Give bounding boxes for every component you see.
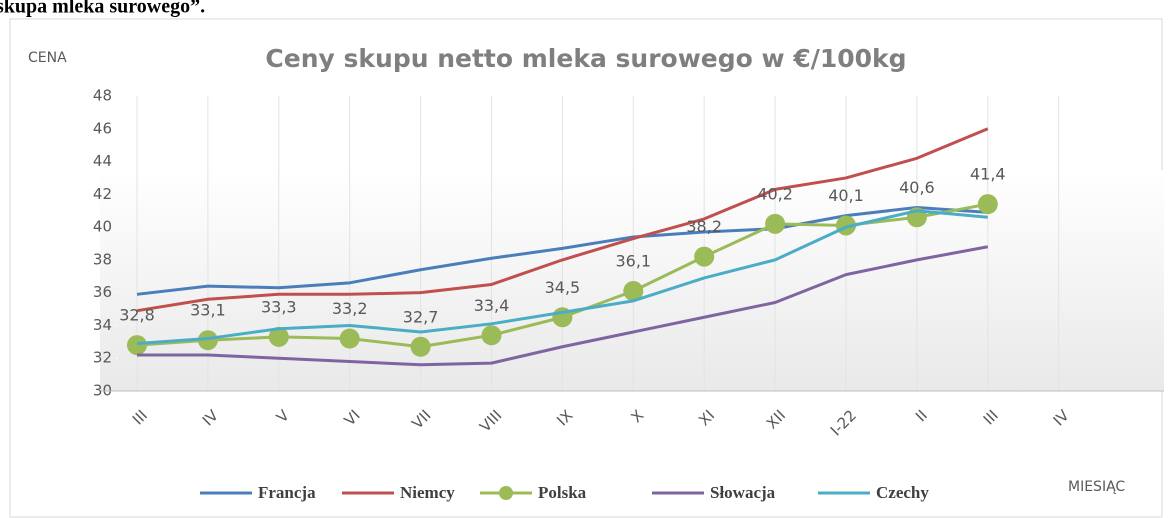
point-marker	[410, 336, 431, 357]
x-tick-label: VI	[341, 406, 364, 429]
y-tick-label: 48	[93, 87, 112, 105]
data-label: 38,2	[686, 217, 722, 236]
point-marker	[623, 281, 644, 302]
series-line	[136, 209, 988, 345]
data-label: 33,3	[261, 297, 297, 316]
x-tick-label: II	[912, 406, 931, 425]
y-axis-label: CENA	[28, 50, 67, 66]
data-label: 34,5	[545, 278, 581, 297]
point-marker	[977, 194, 998, 215]
data-label: 32,7	[403, 307, 439, 326]
data-label: 40,1	[828, 186, 864, 205]
series-line	[137, 245, 989, 367]
legend-marker	[499, 486, 513, 500]
point-marker	[694, 246, 715, 267]
data-label: 36,1	[615, 252, 651, 271]
x-tick-label: IV	[199, 406, 223, 430]
data-label: 33,4	[474, 296, 510, 315]
y-tick-label: 32	[93, 349, 112, 367]
x-tick-label: VII	[408, 406, 434, 432]
legend-label: Słowacja	[710, 483, 776, 502]
point-marker	[197, 330, 218, 351]
data-label: 32,8	[119, 306, 155, 325]
header: skupa mleka surowego”.	[0, 0, 205, 18]
x-tick-label: III	[980, 406, 1002, 428]
data-label: 33,1	[190, 301, 226, 320]
legend-label: Czechy	[876, 483, 929, 502]
data-label: 33,2	[332, 299, 368, 318]
x-tick-label: IX	[553, 406, 576, 429]
series-line	[136, 127, 989, 313]
point-marker	[127, 335, 147, 356]
point-marker	[268, 326, 289, 347]
point-marker	[339, 328, 360, 349]
data-label: 40,2	[757, 184, 793, 203]
y-tick-label: 44	[93, 152, 112, 170]
y-tick-label: 34	[93, 316, 112, 334]
x-tick-label: XI	[695, 406, 718, 429]
y-tick-label: 38	[93, 250, 112, 268]
y-tick-label: 42	[93, 185, 112, 203]
data-label: 41,4	[970, 165, 1006, 184]
chart-title: Ceny skupu netto mleka surowego w €/100k…	[265, 44, 906, 73]
x-tick-label: III	[129, 406, 151, 428]
x-tick-label: XII	[763, 406, 789, 432]
x-tick-label: V	[273, 406, 294, 427]
data-label: 40,6	[899, 178, 935, 197]
y-tick-label: 40	[93, 218, 112, 236]
x-tick-label: VIII	[476, 406, 505, 435]
x-tick-label: IV	[1050, 406, 1074, 430]
x-axis-label: MIESIĄC	[1068, 479, 1125, 495]
x-tick-label: I-22	[827, 406, 860, 439]
x-tick-label: X	[627, 406, 647, 426]
y-tick-label: 36	[93, 283, 112, 301]
point-marker	[481, 325, 502, 346]
legend-label: Niemcy	[400, 483, 455, 502]
legend-label: Francja	[258, 483, 316, 502]
y-tick-label: 46	[93, 119, 112, 137]
point-marker	[765, 213, 786, 234]
legend-label: Polska	[538, 483, 587, 502]
